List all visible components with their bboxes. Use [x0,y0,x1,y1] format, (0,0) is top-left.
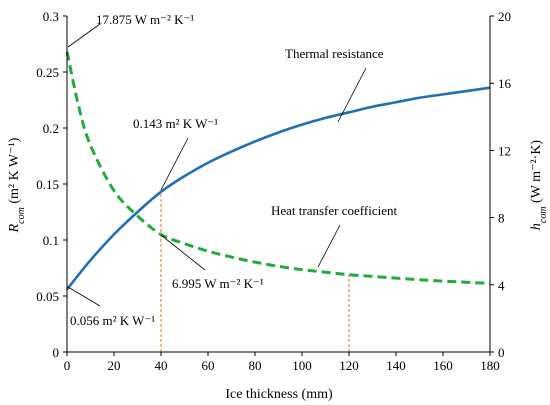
y-right-tick-label: 0 [498,345,505,360]
y-right-tick-label: 16 [498,76,512,91]
y-left-tick-label: 0 [53,345,60,360]
x-tick-label: 60 [202,358,215,373]
annotation-h0-value: 17.875 W m⁻² K⁻¹ [96,12,194,27]
x-tick-label: 80 [249,358,262,373]
tick-labels: 0 20 40 60 80 100 120 140 160 18000.050.10.150.20… [36,9,511,373]
x-tick-label: 40 [155,358,168,373]
y-left-tick-label: 0.2 [43,121,59,136]
guide-lines [160,191,350,352]
y-left-tick-label: 0.05 [36,289,59,304]
y-left-tick-label: 0.25 [36,65,59,80]
tick-marks [63,15,494,356]
y-left-tick-label: 0.1 [43,233,59,248]
y-right-tick-label: 20 [498,9,511,24]
leader-thermal-resistance [337,67,367,123]
annotation-r0-value: 0.056 m² K W⁻¹ [70,313,155,328]
y-right-tick-label: 4 [498,278,505,293]
leader-heat-transfer [317,224,341,268]
x-tick-label: 180 [480,358,500,373]
label-thermal-resistance: Thermal resistance [285,46,384,61]
y-right-tick-label: 8 [498,211,505,226]
x-tick-label: 20 [108,358,121,373]
x-tick-label: 160 [433,358,453,373]
leader-r40 [160,137,189,191]
x-axis-title: Ice thickness (mm) [225,387,333,402]
series-lines [65,51,491,291]
y-left-tick-label: 0.3 [43,9,59,24]
x-tick-label: 100 [292,358,312,373]
leader-r0 [67,286,101,307]
x-tick-label: 0 [64,358,71,373]
y-right-axis-title: hcom (W m⁻²·K) [529,140,549,231]
y-right-tick-label: 12 [498,143,511,158]
y-left-axis-title: Rcom (m² K W⁻¹) [7,137,27,233]
thermal-resistance-line [65,86,491,291]
annotation-h40-value: 6.995 W m⁻² K⁻¹ [172,276,264,291]
x-tick-label: 120 [339,358,359,373]
leader-h0 [67,23,101,48]
x-tick-label: 140 [386,358,406,373]
leader-h40 [160,234,206,271]
label-heat-transfer-coefficient: Heat transfer coefficient [271,203,397,218]
y-left-tick-label: 0.15 [36,177,59,192]
heat-transfer-coefficient-line [65,51,491,285]
annotation-leaders [67,23,367,307]
annotation-r40-value: 0.143 m² K W⁻¹ [133,116,218,131]
